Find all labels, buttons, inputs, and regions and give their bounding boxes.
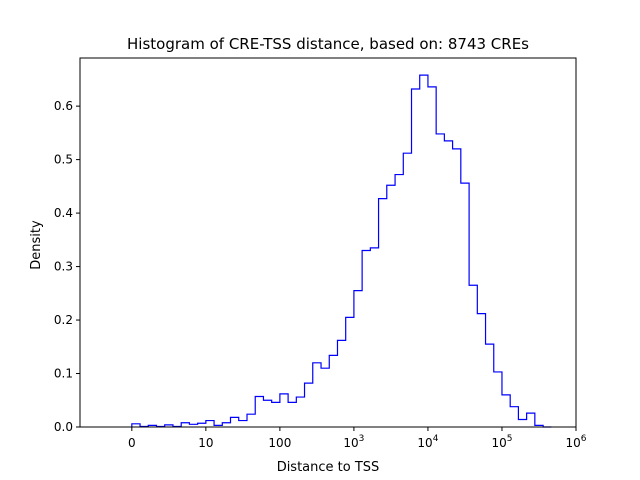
y-tick-label: 0.1 [54, 367, 73, 381]
x-axis-label: Distance to TSS [277, 460, 380, 475]
x-tick-label: 103 [343, 434, 364, 450]
y-axis-label: Density [29, 220, 44, 270]
y-tick-label: 0.4 [54, 206, 73, 220]
x-tick-label: 106 [565, 434, 586, 450]
y-tick-label: 0.5 [54, 153, 73, 167]
x-tick-label: 100 [268, 436, 291, 450]
x-tick-label: 104 [417, 434, 438, 450]
axes-frame [79, 57, 577, 428]
x-tick-label: 105 [491, 434, 512, 450]
y-tick-label: 0.6 [54, 99, 73, 113]
plot-area: 0 10 100 103 104 105 106 0.0 0.1 0.2 0.3 0.4 0.5 0.6 [54, 57, 587, 450]
y-tick-label: 0.2 [54, 313, 73, 327]
histogram-series-0 [131, 74, 552, 428]
y-tick-label: 0.0 [54, 420, 73, 434]
x-tick-label: 0 [128, 436, 136, 450]
y-tick-label: 0.3 [54, 260, 73, 274]
chart-title: Histogram of CRE-TSS distance, based on:… [127, 35, 529, 53]
x-tick-label: 10 [198, 436, 213, 450]
